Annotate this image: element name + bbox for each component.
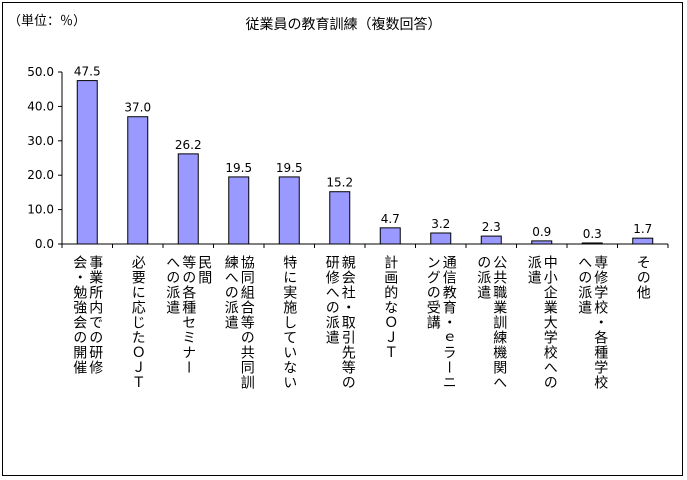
value-label: 19.5: [276, 161, 303, 175]
bar: [278, 176, 300, 245]
bar: [581, 242, 603, 245]
bar: [228, 176, 250, 245]
y-tick-label: 0.0: [35, 237, 54, 251]
y-tick-label: 30.0: [27, 134, 54, 148]
category-label: 協同組合等の共同訓 練への派遣: [222, 255, 255, 390]
y-tick-label: 50.0: [27, 65, 54, 79]
bar: [531, 240, 553, 245]
category-label: 事業所内での研修 会・勉強会の開催: [71, 255, 104, 375]
bar: [177, 153, 199, 245]
value-label: 19.5: [225, 161, 252, 175]
value-label: 37.0: [124, 101, 151, 115]
y-tick-label: 10.0: [27, 203, 54, 217]
category-label: 親会社・取引先等の 研修への派遣: [323, 255, 356, 390]
value-label: 26.2: [175, 138, 202, 152]
bar: [76, 80, 98, 245]
bar: [480, 235, 502, 245]
category-label: 専修学校・各種学校 への派遣: [576, 255, 609, 390]
unit-label: （単位：％）: [8, 14, 87, 29]
value-label: 3.2: [431, 217, 450, 231]
value-label: 0.9: [532, 225, 551, 239]
bar: [127, 116, 149, 245]
category-label: 公共職業訓練機関へ の派遣: [475, 255, 508, 390]
chart-title: 従業員の教育訓練（複数回答）: [245, 17, 442, 33]
bar: [379, 227, 401, 245]
y-tick-label: 20.0: [27, 168, 54, 182]
category-label: 特に実施していない: [281, 255, 298, 390]
chart-frame: [2, 2, 683, 476]
y-tick-label: 40.0: [27, 99, 54, 113]
category-label: 民間 等の各種セミナー への派遣: [164, 255, 213, 375]
category-label: 通信教育・ｅラーニ ングの受講: [424, 255, 457, 390]
category-label: その他: [634, 255, 651, 300]
bar: [329, 191, 351, 245]
value-label: 47.5: [74, 65, 101, 79]
category-label: 必要に応じたＯＪＴ: [129, 255, 146, 390]
bar: [632, 237, 654, 245]
value-label: 4.7: [381, 212, 400, 226]
value-label: 0.3: [583, 227, 602, 241]
category-label: 中小企業大学校への 派遣: [525, 255, 558, 390]
value-label: 2.3: [482, 220, 501, 234]
category-label: 計画的なＯＪＴ: [382, 255, 399, 360]
value-label: 15.2: [326, 176, 353, 190]
value-label: 1.7: [633, 222, 652, 236]
bar: [430, 232, 452, 245]
